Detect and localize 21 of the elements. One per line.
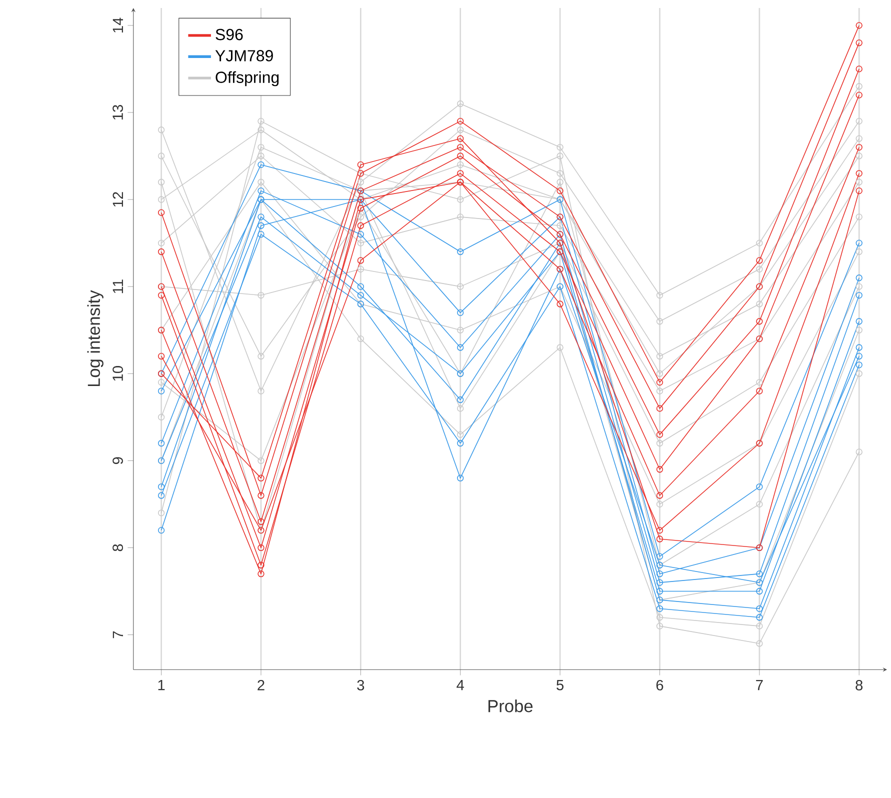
- y-axis-title: Log intensity: [87, 290, 104, 386]
- y-tick-label: 14: [112, 18, 123, 33]
- y-tick-label: 9: [112, 457, 123, 464]
- x-tick-label: 6: [656, 680, 664, 691]
- x-axis-title: Probe: [488, 700, 533, 712]
- y-tick-label: 11: [112, 280, 123, 294]
- legend-label: YJM789: [215, 50, 273, 62]
- x-tick-label: 7: [756, 680, 763, 690]
- x-tick-label: 8: [856, 680, 863, 691]
- y-tick-label: 13: [112, 105, 123, 120]
- y-tick-label: 7: [112, 632, 123, 638]
- x-tick-label: 2: [258, 680, 264, 690]
- legend-label: Offspring: [216, 71, 279, 86]
- y-tick-label: 12: [112, 192, 123, 207]
- x-tick-label: 5: [556, 680, 564, 690]
- x-tick-label: 3: [357, 680, 364, 691]
- legend-label: S96: [216, 29, 243, 40]
- y-tick-label: 8: [112, 544, 123, 552]
- y-tick-label: 10: [112, 366, 123, 381]
- x-tick-label: 1: [158, 680, 165, 690]
- x-tick-label: 4: [456, 680, 464, 690]
